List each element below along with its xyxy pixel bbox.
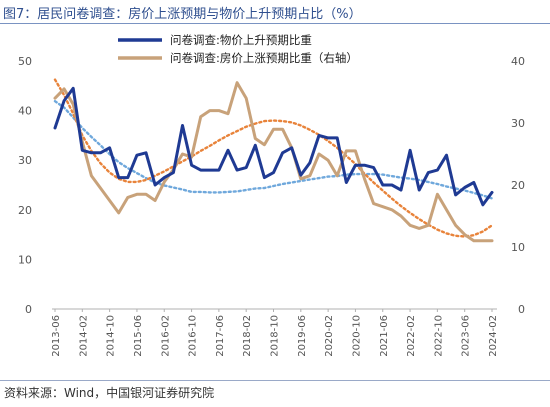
x-tick-group: 2019-06 (297, 315, 308, 357)
x-tick-group: 2017-06 (215, 315, 226, 357)
y-left-tick-label: 0 (25, 303, 32, 316)
y-right-tick-label: 30 (511, 117, 525, 130)
y-left-tick-label: 50 (18, 55, 32, 68)
series-line-0 (53, 86, 494, 207)
chart-lines (53, 78, 494, 243)
x-tick-label: 2014-02 (78, 315, 89, 357)
x-tick-label: 2013-06 (51, 315, 62, 357)
x-tick-group: 2014-10 (106, 315, 117, 357)
chart-axes: 0 10 20 30 40 50 0 10 20 30 40 2013-06 2014-02 2014-1… (18, 55, 525, 357)
y-right-tick-label: 10 (511, 241, 525, 254)
y-left-tick-label: 40 (18, 105, 32, 118)
y-right-tick-label: 20 (511, 179, 525, 192)
line-chart: 0 10 20 30 40 50 0 10 20 30 40 2013-06 2014-02 2014-1… (18, 33, 525, 357)
x-tick-label: 2020-02 (324, 315, 335, 357)
title-divider (0, 23, 550, 24)
x-tick-group: 2018-10 (270, 315, 281, 357)
series-line-3 (53, 78, 494, 238)
legend-label: 问卷调查:物价上升预期比重 (170, 33, 312, 47)
x-tick-group: 2013-06 (51, 315, 62, 357)
x-tick-group: 2018-02 (242, 315, 253, 357)
source-note: 资料来源：Wind，中国银河证券研究院 (4, 386, 215, 400)
y-left-tick-label: 10 (18, 253, 32, 266)
y-right-tick-label: 0 (518, 303, 525, 316)
x-tick-label: 2014-10 (106, 315, 117, 357)
x-tick-label: 2022-02 (406, 315, 417, 357)
x-tick-label: 2020-10 (351, 315, 362, 357)
x-tick-label: 2024-02 (488, 315, 499, 357)
series-line-1 (53, 81, 494, 243)
x-tick-group: 2014-02 (78, 315, 89, 357)
x-tick-group: 2016-02 (160, 315, 171, 357)
x-tick-label: 2016-02 (160, 315, 171, 357)
x-tick-label: 2023-06 (461, 315, 472, 357)
chart-title: 图7：居民问卷调查：房价上涨预期与物价上升预期占比（%） (3, 7, 362, 22)
x-tick-label: 2021-06 (379, 315, 390, 357)
x-tick-group: 2020-02 (324, 315, 335, 357)
x-tick-label: 2019-06 (297, 315, 308, 357)
y-right-tick-label: 40 (511, 55, 525, 68)
series-line-2 (53, 99, 494, 200)
footer-divider (0, 380, 550, 381)
x-tick-group: 2020-10 (351, 315, 362, 357)
x-tick-label: 2015-06 (133, 315, 144, 357)
x-tick-label: 2017-06 (215, 315, 226, 357)
x-tick-group: 2015-06 (133, 315, 144, 357)
x-tick-group: 2022-02 (406, 315, 417, 357)
x-tick-label: 2022-10 (433, 315, 444, 357)
x-tick-label: 2018-02 (242, 315, 253, 357)
x-tick-group: 2016-10 (188, 315, 199, 357)
x-tick-label: 2016-10 (188, 315, 199, 357)
x-tick-group: 2024-02 (488, 315, 499, 357)
y-left-tick-label: 30 (18, 154, 32, 167)
x-tick-group: 2023-06 (461, 315, 472, 357)
y-left-tick-label: 20 (18, 204, 32, 217)
x-tick-label: 2018-10 (270, 315, 281, 357)
x-tick-group: 2022-10 (433, 315, 444, 357)
legend-label: 问卷调查:房价上涨预期比重（右轴） (170, 51, 358, 65)
x-tick-group: 2021-06 (379, 315, 390, 357)
